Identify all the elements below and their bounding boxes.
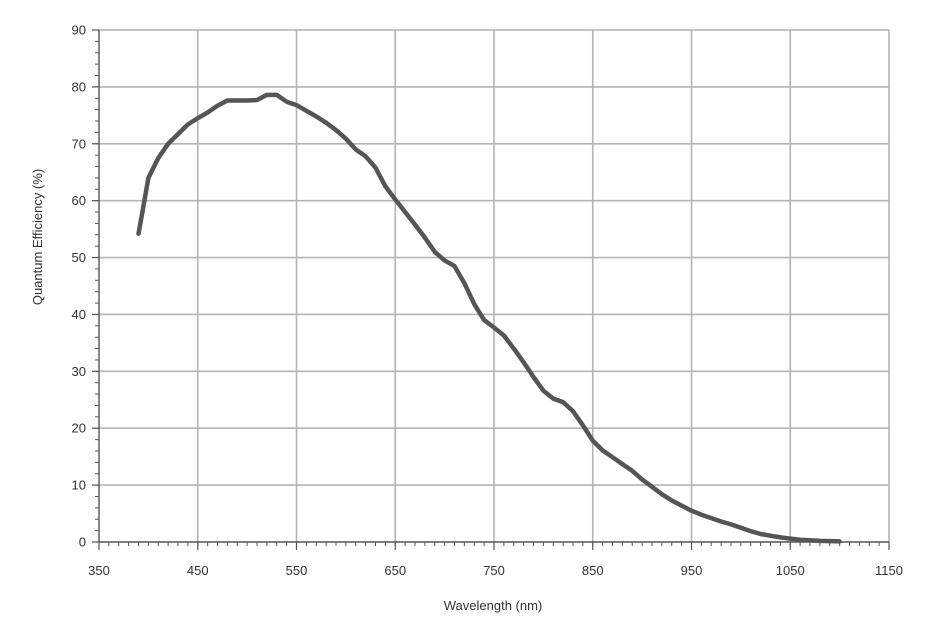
y-axis-title: Quantum Efficiency (%) — [30, 169, 45, 305]
x-axis-title: Wavelength (nm) — [444, 598, 543, 613]
x-tick-label: 650 — [384, 563, 406, 578]
x-tick-label: 950 — [681, 563, 703, 578]
y-tick-label: 0 — [79, 535, 86, 550]
y-tick-label: 10 — [72, 478, 86, 493]
gridlines — [99, 29, 890, 542]
y-tick-label: 30 — [72, 364, 86, 379]
tick-labels: 0 10 20 30 40 50 60 70 80 90 350 450 550 650 750 850 950… — [72, 23, 903, 579]
y-tick-label: 20 — [72, 421, 86, 436]
x-tick-label: 1050 — [776, 563, 805, 578]
y-tick-label: 50 — [72, 250, 86, 265]
x-tick-label: 1150 — [875, 563, 903, 578]
x-tick-label: 550 — [286, 563, 308, 578]
y-tick-label: 80 — [72, 79, 86, 94]
y-tick-label: 90 — [72, 23, 86, 38]
axes — [98, 30, 889, 543]
x-tick-label: 450 — [187, 563, 209, 578]
x-tick-label: 750 — [483, 563, 505, 578]
y-tick-label: 40 — [72, 307, 86, 322]
y-tick-label: 70 — [72, 136, 86, 151]
y-tick-label: 60 — [72, 193, 86, 208]
x-tick-label: 350 — [88, 563, 110, 578]
x-tick-label: 850 — [582, 563, 604, 578]
series-layer — [136, 92, 842, 544]
series-line — [136, 92, 842, 544]
